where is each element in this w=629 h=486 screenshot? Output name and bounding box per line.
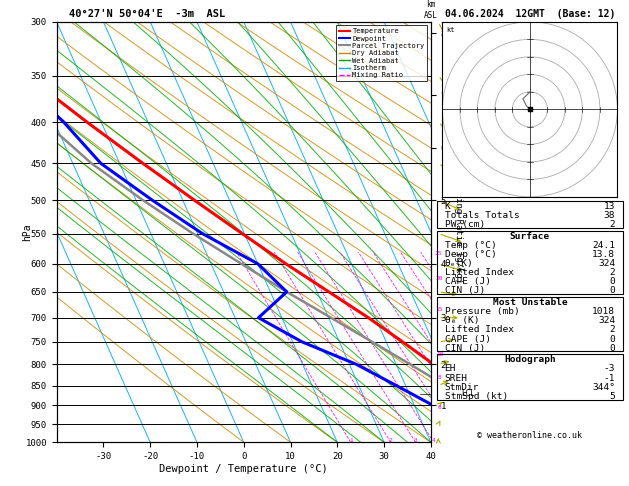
Text: 38: 38 [604, 211, 615, 220]
Text: 04.06.2024  12GMT  (Base: 12): 04.06.2024 12GMT (Base: 12) [445, 9, 615, 19]
Text: θₑ (K): θₑ (K) [445, 316, 479, 325]
Text: Dewp (°C): Dewp (°C) [445, 250, 496, 259]
Text: CAPE (J): CAPE (J) [445, 334, 491, 344]
Text: CAPE (J): CAPE (J) [445, 278, 491, 286]
Text: 1018: 1018 [593, 307, 615, 316]
X-axis label: Dewpoint / Temperature (°C): Dewpoint / Temperature (°C) [159, 464, 328, 474]
Text: 0: 0 [610, 334, 615, 344]
Text: EH: EH [445, 364, 456, 374]
Text: K: K [445, 202, 450, 211]
Text: hPa: hPa [22, 223, 32, 241]
Text: θₑ(K): θₑ(K) [445, 259, 474, 268]
Text: 20: 20 [435, 276, 443, 280]
Text: 13: 13 [604, 202, 615, 211]
Text: 2: 2 [610, 268, 615, 277]
Text: 324: 324 [598, 259, 615, 268]
Text: SREH: SREH [445, 374, 467, 382]
Text: 24.1: 24.1 [593, 241, 615, 250]
Text: -1: -1 [604, 374, 615, 382]
Text: 0: 0 [610, 344, 615, 353]
Text: Pressure (mb): Pressure (mb) [445, 307, 520, 316]
Text: 2: 2 [610, 326, 615, 334]
Text: km
ASL: km ASL [424, 0, 438, 20]
Text: 5: 5 [610, 392, 615, 401]
Text: 324: 324 [598, 316, 615, 325]
Legend: Temperature, Dewpoint, Parcel Trajectory, Dry Adiabat, Wet Adiabat, Isotherm, Mi: Temperature, Dewpoint, Parcel Trajectory… [337, 25, 427, 81]
Text: 15: 15 [435, 307, 442, 312]
Text: CIN (J): CIN (J) [445, 344, 485, 353]
Text: 6: 6 [437, 405, 441, 410]
Text: 0: 0 [610, 278, 615, 286]
Text: 0: 0 [610, 286, 615, 295]
Bar [437, 354, 623, 399]
Text: 8: 8 [438, 375, 442, 380]
Text: StmSpd (kt): StmSpd (kt) [445, 392, 508, 401]
Text: 4: 4 [432, 438, 436, 443]
Text: 344°: 344° [593, 382, 615, 392]
Bar [437, 231, 623, 294]
Text: LCL: LCL [461, 389, 475, 398]
Text: Lifted Index: Lifted Index [445, 268, 513, 277]
Text: kt: kt [446, 27, 454, 33]
Text: StmDir: StmDir [445, 382, 479, 392]
Text: Totals Totals: Totals Totals [445, 211, 520, 220]
Text: Lifted Index: Lifted Index [445, 326, 513, 334]
Text: -3: -3 [604, 364, 615, 374]
Bar [437, 201, 623, 228]
Bar [437, 297, 623, 351]
Text: 2: 2 [389, 438, 392, 443]
Text: 40°27'N 50°04'E  -3m  ASL: 40°27'N 50°04'E -3m ASL [69, 9, 225, 19]
Text: Temp (°C): Temp (°C) [445, 241, 496, 250]
Text: Surface: Surface [510, 232, 550, 241]
Text: 25: 25 [435, 251, 442, 256]
Text: 13.8: 13.8 [593, 250, 615, 259]
Text: 10: 10 [437, 352, 444, 357]
Text: 1: 1 [349, 438, 353, 443]
Text: Hodograph: Hodograph [504, 355, 556, 364]
Text: 2: 2 [610, 220, 615, 229]
Text: Most Unstable: Most Unstable [493, 298, 567, 307]
Text: CIN (J): CIN (J) [445, 286, 485, 295]
Text: 3: 3 [414, 438, 418, 443]
Text: PW (cm): PW (cm) [445, 220, 485, 229]
Text: © weatheronline.co.uk: © weatheronline.co.uk [477, 431, 582, 440]
Y-axis label: Mixing Ratio (g/kg): Mixing Ratio (g/kg) [454, 181, 462, 283]
